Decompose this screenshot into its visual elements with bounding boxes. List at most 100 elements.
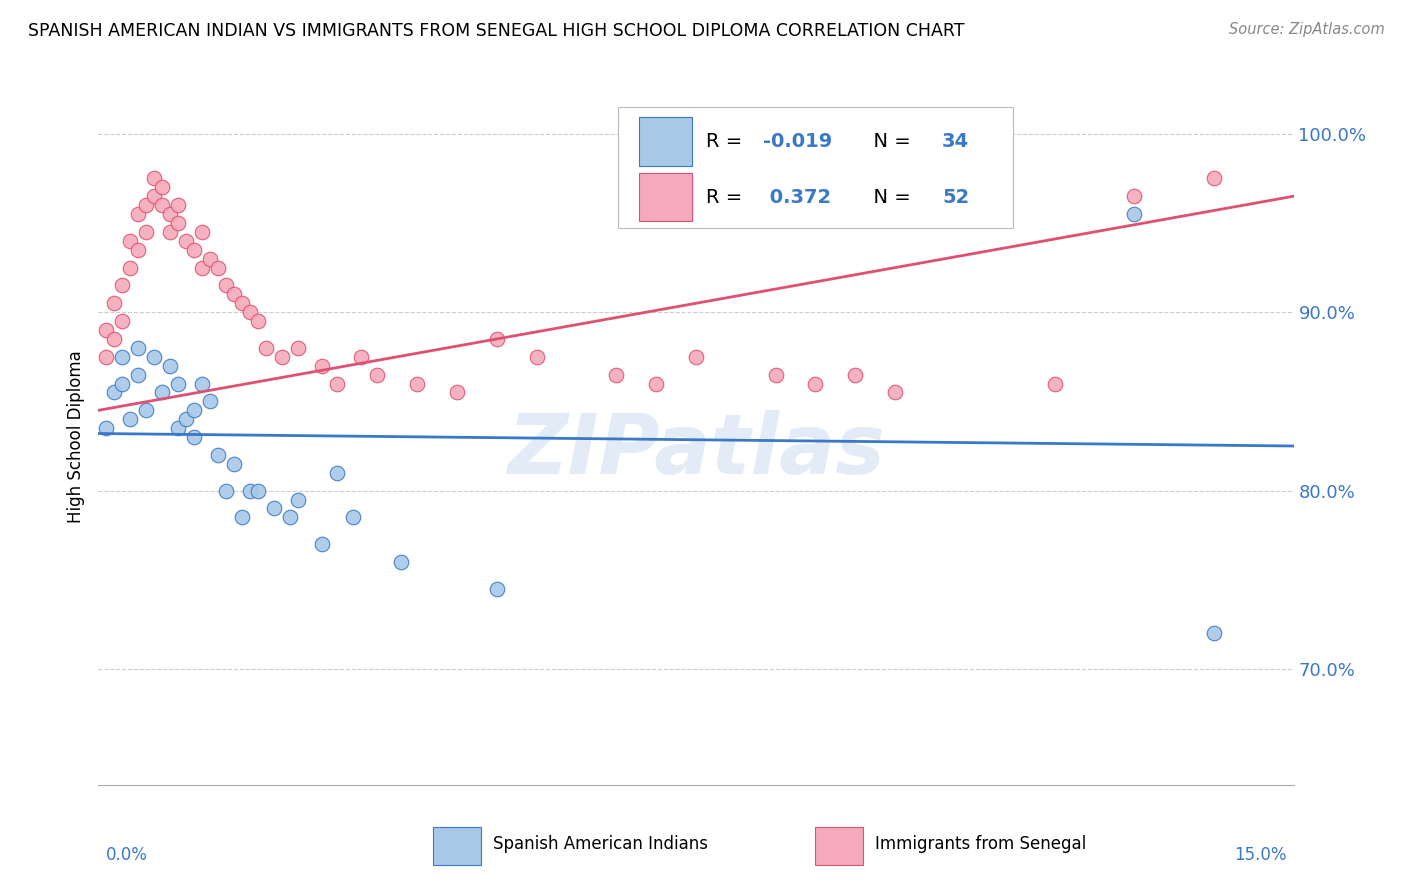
- Point: [1123, 189, 1146, 203]
- FancyBboxPatch shape: [619, 106, 1012, 228]
- Point: [350, 350, 373, 364]
- Point: [159, 225, 181, 239]
- Text: 0.372: 0.372: [763, 187, 831, 207]
- Point: [215, 483, 238, 498]
- Point: [311, 537, 333, 551]
- Point: [1123, 207, 1146, 221]
- Point: [120, 234, 142, 248]
- Point: [1202, 626, 1225, 640]
- Point: [246, 314, 269, 328]
- Point: [239, 483, 262, 498]
- Point: [191, 376, 214, 391]
- Point: [96, 323, 118, 337]
- Point: [485, 332, 508, 346]
- Point: [150, 180, 173, 194]
- Point: [198, 394, 221, 409]
- Point: [326, 376, 349, 391]
- Point: [287, 492, 309, 507]
- Point: [103, 385, 125, 400]
- Text: N =: N =: [860, 187, 917, 207]
- Point: [389, 555, 412, 569]
- Point: [96, 350, 118, 364]
- Text: SPANISH AMERICAN INDIAN VS IMMIGRANTS FROM SENEGAL HIGH SCHOOL DIPLOMA CORRELATI: SPANISH AMERICAN INDIAN VS IMMIGRANTS FR…: [28, 22, 965, 40]
- Text: R =: R =: [706, 187, 748, 207]
- Point: [246, 483, 269, 498]
- Text: Source: ZipAtlas.com: Source: ZipAtlas.com: [1229, 22, 1385, 37]
- Point: [311, 359, 333, 373]
- Point: [127, 243, 149, 257]
- Point: [111, 376, 134, 391]
- Point: [120, 412, 142, 426]
- Point: [167, 421, 190, 435]
- Point: [111, 350, 134, 364]
- Point: [804, 376, 827, 391]
- Point: [366, 368, 388, 382]
- Point: [1043, 376, 1066, 391]
- Point: [342, 510, 364, 524]
- Point: [103, 332, 125, 346]
- Point: [167, 376, 190, 391]
- Point: [765, 368, 787, 382]
- Point: [278, 510, 301, 524]
- Point: [239, 305, 262, 319]
- Point: [287, 341, 309, 355]
- Point: [207, 260, 229, 275]
- Point: [150, 198, 173, 212]
- Point: [174, 234, 197, 248]
- Point: [103, 296, 125, 310]
- Point: [1202, 171, 1225, 186]
- Text: -0.019: -0.019: [763, 132, 832, 151]
- Point: [844, 368, 866, 382]
- Bar: [638, 173, 692, 221]
- Point: [120, 260, 142, 275]
- Point: [111, 278, 134, 293]
- Point: [215, 278, 238, 293]
- Point: [446, 385, 468, 400]
- Text: Immigrants from Senegal: Immigrants from Senegal: [876, 835, 1087, 853]
- Text: 34: 34: [942, 132, 969, 151]
- Point: [231, 296, 253, 310]
- Point: [326, 466, 349, 480]
- Point: [127, 368, 149, 382]
- Point: [159, 359, 181, 373]
- Text: 0.0%: 0.0%: [105, 846, 148, 863]
- Point: [96, 421, 118, 435]
- Point: [884, 385, 907, 400]
- Point: [263, 501, 285, 516]
- Point: [135, 403, 157, 417]
- Point: [183, 243, 205, 257]
- Text: N =: N =: [860, 132, 917, 151]
- Y-axis label: High School Diploma: High School Diploma: [66, 351, 84, 524]
- Point: [167, 216, 190, 230]
- Point: [198, 252, 221, 266]
- Point: [159, 207, 181, 221]
- Point: [231, 510, 253, 524]
- Point: [167, 198, 190, 212]
- Text: 15.0%: 15.0%: [1234, 846, 1286, 863]
- Point: [526, 350, 548, 364]
- Bar: [815, 827, 863, 865]
- Point: [207, 448, 229, 462]
- Text: 52: 52: [942, 187, 969, 207]
- Point: [605, 368, 627, 382]
- Point: [685, 350, 707, 364]
- Point: [143, 171, 166, 186]
- Point: [191, 260, 214, 275]
- Point: [406, 376, 429, 391]
- Text: ZIPatlas: ZIPatlas: [508, 410, 884, 491]
- Point: [143, 350, 166, 364]
- Point: [222, 457, 245, 471]
- Point: [111, 314, 134, 328]
- Point: [150, 385, 173, 400]
- Text: Spanish American Indians: Spanish American Indians: [494, 835, 707, 853]
- Point: [127, 341, 149, 355]
- Point: [174, 412, 197, 426]
- Point: [143, 189, 166, 203]
- Point: [645, 376, 668, 391]
- Text: R =: R =: [706, 132, 748, 151]
- Point: [222, 287, 245, 301]
- Point: [183, 430, 205, 444]
- Bar: [638, 117, 692, 166]
- Point: [191, 225, 214, 239]
- Point: [135, 225, 157, 239]
